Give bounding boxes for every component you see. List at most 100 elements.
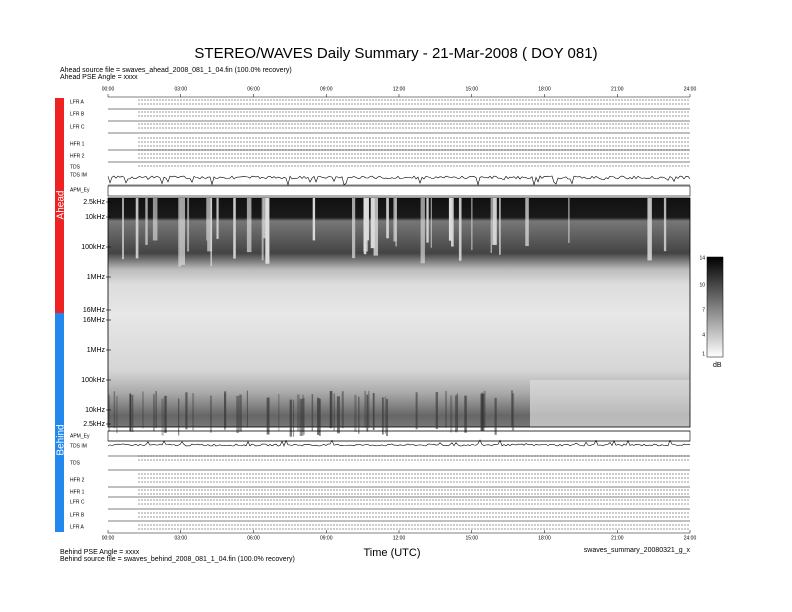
streak [435,392,439,430]
streak [373,198,379,256]
time-tick-label: 18:00 [538,86,551,92]
streak [236,395,240,433]
streak [370,198,375,249]
time-tick-label: 24:00 [684,535,697,541]
panel-label: HFR 2 [70,153,85,159]
colorbar-tick-label: 10 [699,282,705,288]
time-tick-label: 24:00 [684,86,697,92]
streak [663,198,667,252]
streak [164,395,167,433]
streak [341,391,344,429]
x-axis-label: Time (UTC) [363,547,420,559]
streak [263,198,269,239]
pse-angle: Behind PSE Angle = xxxx [60,549,140,556]
frequency-label: 2.5kHz [83,421,105,428]
streak [386,198,389,239]
streak [239,394,242,432]
streak [510,390,514,428]
time-tick-label: 00:00 [102,535,115,541]
streak [494,397,497,435]
panel-label: LFR A [70,524,85,530]
streak [129,393,132,431]
panel-label: TDS IM [70,443,87,449]
streak [492,198,497,245]
streak [317,397,320,435]
streak [451,198,454,247]
streak [135,198,139,259]
streak [329,391,332,429]
trace [107,439,691,447]
streak [483,390,486,428]
streak [261,198,264,261]
generated: 00:00 00:00 03:00 03:00 06:00 06:00 09:00 09:00… [70,86,705,541]
streak [426,198,429,243]
source-file: Ahead source file = swaves_ahead_2008_08… [60,67,292,74]
streak [568,198,570,243]
panel-label: HFR 2 [70,477,85,483]
colorbar [706,256,724,358]
streak [482,393,485,431]
streak [246,390,248,428]
streak [296,394,300,432]
streak [368,390,370,428]
streak [386,399,389,437]
source-file: Behind source file = swaves_behind_2008_… [60,556,295,563]
panel-label: LFR B [70,512,85,518]
time-tick-label: 12:00 [393,535,406,541]
streak [108,394,111,432]
streak [224,391,227,429]
streak [445,390,447,428]
streak [393,198,397,242]
streak [415,392,418,430]
time-tick-label: 15:00 [465,535,478,541]
streak [155,391,157,429]
streak [430,198,432,248]
time-tick-label: 21:00 [611,535,624,541]
streak [358,396,360,434]
trace [107,175,691,186]
frequency-label: 100kHz [81,377,105,384]
streak [312,198,316,241]
streak [395,198,397,247]
streak [458,198,462,261]
streak [300,398,304,436]
behind-bar [55,313,64,532]
streak [187,198,190,252]
colorbar-tick-label: 4 [702,332,705,338]
streak [450,395,453,433]
panel-label: LFR B [70,111,85,117]
ahead-bar [55,98,64,313]
frequency-label: 16MHz [83,307,106,314]
streak [490,198,492,253]
streak [351,198,356,259]
streak [266,397,270,435]
time-tick-label: 18:00 [538,535,551,541]
streak [384,396,387,434]
streak [180,198,185,265]
streak [152,198,158,241]
streak [152,394,155,432]
streak [209,395,212,433]
panel-label: APM_Ey [70,187,90,193]
streak [142,391,144,429]
streak [333,393,336,431]
frequency-label: 10kHz [85,214,105,221]
streak [311,394,314,432]
title: STEREO/WAVES Daily Summary - 21-Mar-2008… [194,45,597,62]
time-tick-label: 09:00 [320,86,333,92]
streak [481,392,483,430]
frequency-label: 100kHz [81,244,105,251]
streak [302,394,304,432]
streak [131,394,134,432]
side-label: Ahead [56,191,67,220]
panel-label: HFR 1 [70,141,85,147]
panel-label: LFR C [70,499,85,505]
streak [329,390,333,428]
time-tick-label: 03:00 [174,86,187,92]
streak [122,198,124,260]
panel-label: TDS IM [70,172,87,178]
streak [216,198,219,239]
spectrogram-region [530,380,690,427]
streak [511,393,515,431]
